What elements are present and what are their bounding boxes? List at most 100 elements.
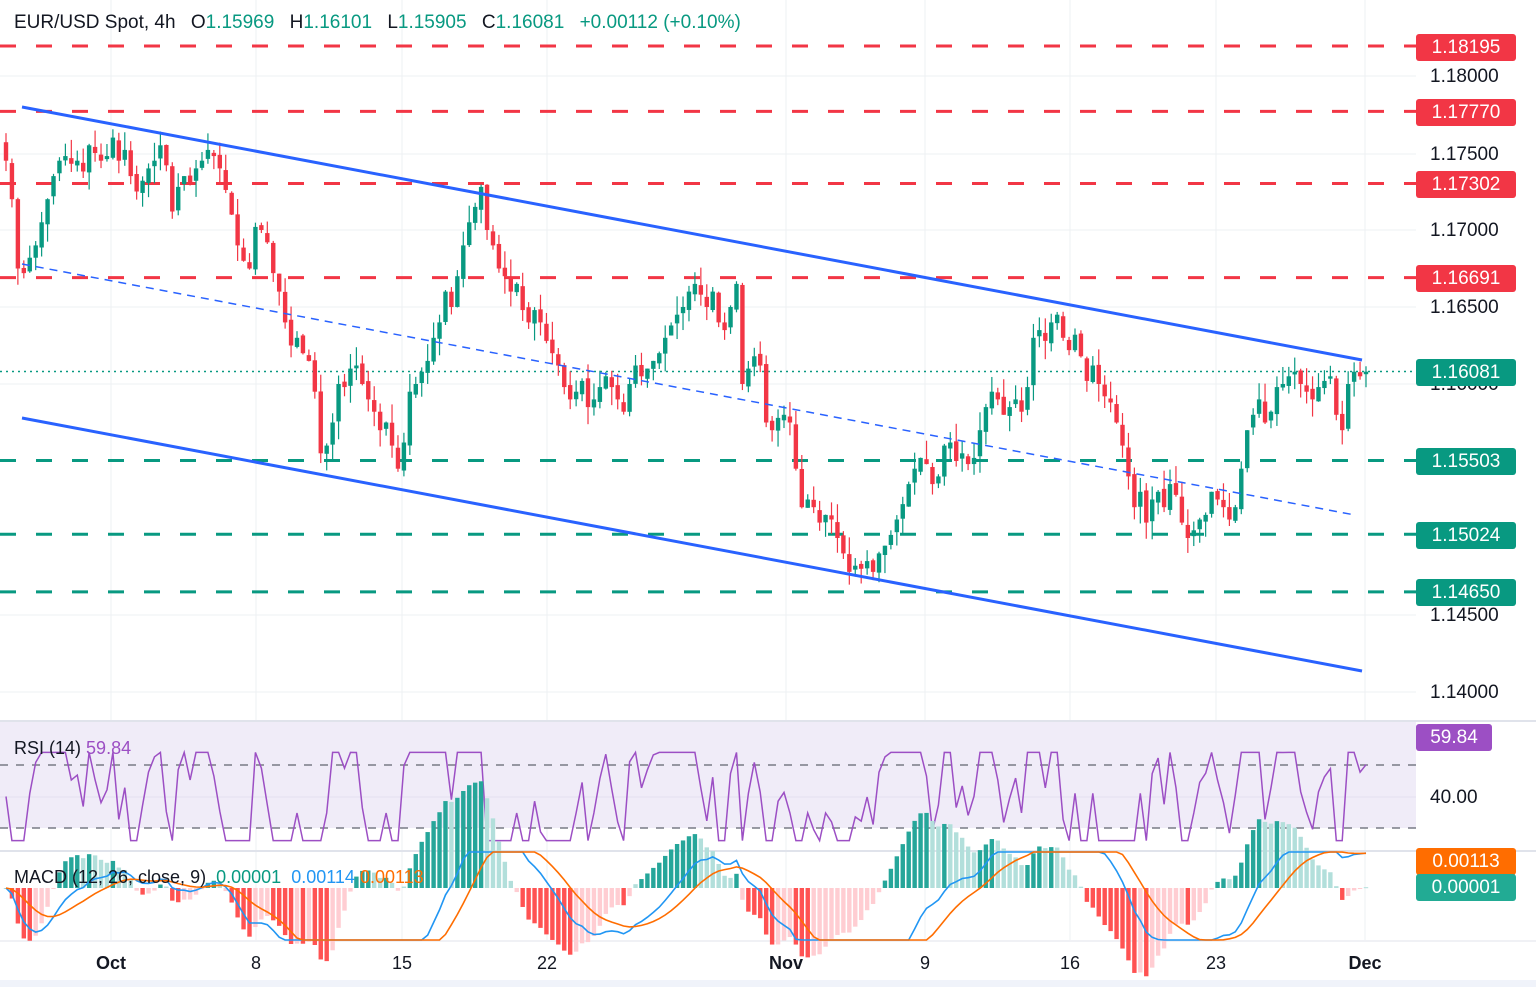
candle-up xyxy=(45,199,50,225)
candle-up xyxy=(39,222,44,248)
candle-up xyxy=(294,337,300,347)
candle-up xyxy=(1292,371,1297,375)
macd-histogram-bar xyxy=(1191,888,1196,921)
change-value: +0.00112 (+0.10%) xyxy=(579,12,741,33)
macd-histogram-bar xyxy=(1215,881,1220,888)
macd-histogram-bar xyxy=(544,888,549,935)
macd-histogram-bar xyxy=(692,834,698,888)
macd-histogram-bar xyxy=(645,873,650,888)
macd-histogram-bar xyxy=(1078,886,1084,888)
candle-up xyxy=(425,360,430,373)
macd-histogram-bar xyxy=(514,888,519,893)
candle-down xyxy=(538,309,543,323)
candle-up xyxy=(1049,322,1054,344)
candle-down xyxy=(21,267,27,274)
candle-up xyxy=(472,206,478,223)
candle-up xyxy=(1031,337,1036,386)
macd-histogram-bar xyxy=(354,876,359,888)
candle-down xyxy=(544,323,549,341)
macd-histogram-bar xyxy=(478,781,484,888)
macd-histogram-bar xyxy=(710,851,715,888)
candle-down xyxy=(3,142,9,161)
candle-up xyxy=(199,160,205,168)
macd-histogram-bar xyxy=(33,888,38,936)
macd-histogram-bar xyxy=(556,888,561,945)
candle-up xyxy=(728,307,733,328)
price-axis-label: 1.14000 xyxy=(1430,682,1499,703)
candle-down xyxy=(1120,424,1125,446)
macd-histogram-bar xyxy=(294,888,300,944)
close-value: 1.16081 xyxy=(495,12,565,33)
macd-histogram-bar xyxy=(1310,859,1315,888)
macd-histogram-bar xyxy=(538,888,543,928)
macd-histogram-bar xyxy=(1066,869,1072,888)
macd-histogram-bar xyxy=(170,888,175,901)
macd-histogram-bar xyxy=(1108,888,1113,932)
candle-down xyxy=(817,510,822,523)
candle-up xyxy=(140,180,145,193)
macd-histogram-bar xyxy=(1120,888,1125,949)
candle-down xyxy=(1096,364,1101,384)
macd-histogram-bar xyxy=(775,888,781,945)
candle-up xyxy=(1351,371,1357,382)
macd-histogram-bar xyxy=(633,884,638,888)
rsi-title: RSI (14) xyxy=(14,738,82,758)
candle-up xyxy=(1316,387,1321,402)
candle-up xyxy=(437,322,442,339)
macd-histogram-bar xyxy=(1203,888,1208,904)
candle-up xyxy=(330,422,335,445)
macd-histogram-bar xyxy=(1114,888,1119,940)
macd-histogram-bar xyxy=(1173,888,1179,925)
candle-up xyxy=(603,376,609,389)
candle-up xyxy=(455,276,460,307)
candle-down xyxy=(1185,524,1191,538)
candle-up xyxy=(146,168,151,183)
macd-histogram-bar xyxy=(787,888,793,938)
candle-down xyxy=(722,322,727,331)
macd-histogram-bar xyxy=(187,888,193,900)
candle-up xyxy=(853,565,858,570)
time-axis-label: Dec xyxy=(1348,953,1382,973)
candle-up xyxy=(971,457,977,465)
candle-up xyxy=(158,145,163,159)
macd-histogram-bar xyxy=(330,888,335,951)
price-axis-label: 1.17000 xyxy=(1430,220,1499,241)
macd-histogram-bar xyxy=(900,844,905,888)
candle-up xyxy=(354,365,359,369)
candle-up xyxy=(1138,491,1143,507)
macd-histogram-bar xyxy=(247,888,252,937)
price-axis-label: 1.17500 xyxy=(1430,144,1499,165)
candle-up xyxy=(431,337,436,362)
macd-histogram-bar xyxy=(936,826,941,888)
macd-histogram-bar xyxy=(490,818,496,888)
macd-histogram-bar xyxy=(906,831,911,888)
candle-up xyxy=(805,499,810,508)
macd-histogram-bar xyxy=(1357,888,1363,889)
candle-down xyxy=(69,158,74,164)
candle-down xyxy=(1060,316,1066,338)
macd-histogram-bar xyxy=(823,888,828,947)
candle-down xyxy=(1144,490,1149,523)
candle-down xyxy=(615,385,620,400)
candle-up xyxy=(752,356,757,367)
macd-histogram-bar xyxy=(573,888,579,952)
candle-down xyxy=(187,175,193,184)
candle-up xyxy=(1322,380,1327,389)
macd-histogram-bar xyxy=(520,888,525,907)
macd-histogram-bar xyxy=(965,846,971,888)
time-axis-label: 15 xyxy=(391,953,413,973)
macd-histogram-bar xyxy=(401,886,407,888)
support-tag: 1.15503 xyxy=(1416,448,1516,475)
candle-up xyxy=(651,360,656,369)
macd-histogram-bar xyxy=(841,888,846,933)
macd-histogram-bar xyxy=(63,861,68,888)
candle-up xyxy=(657,353,662,364)
candle-down xyxy=(930,467,935,485)
macd-histogram-bar xyxy=(336,888,341,928)
macd-histogram-bar xyxy=(223,888,228,892)
candle-up xyxy=(193,168,199,181)
candle-down xyxy=(1334,378,1339,415)
macd-histogram-bar xyxy=(288,888,294,944)
candle-up xyxy=(532,310,537,324)
